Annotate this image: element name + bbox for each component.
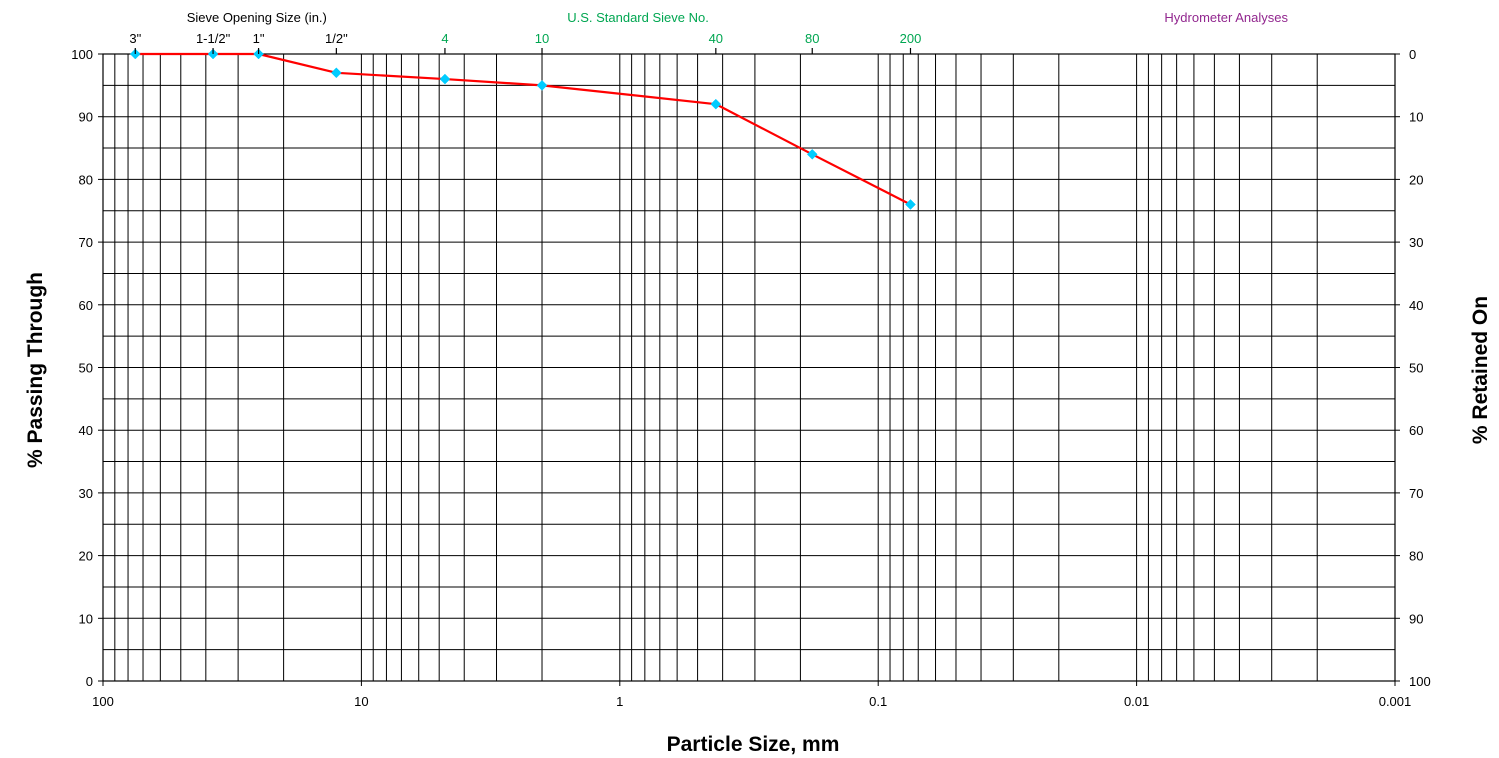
header-group-label: U.S. Standard Sieve No.: [567, 10, 709, 25]
y-axis-title: % Passing Through: [24, 272, 47, 468]
x-tick-label: 0.001: [1379, 694, 1412, 709]
y-tick-label: 60: [79, 298, 93, 313]
y-tick-label: 100: [71, 47, 93, 62]
y2-tick-label: 100: [1409, 674, 1431, 689]
y2-tick-label: 70: [1409, 486, 1423, 501]
y-tick-label: 40: [79, 423, 93, 438]
sieve-label: 4: [441, 31, 448, 46]
y-tick-label: 20: [79, 549, 93, 564]
sieve-label: 1/2": [325, 31, 348, 46]
sieve-label: 40: [709, 31, 723, 46]
grid-layer: [103, 53, 1396, 682]
data-point-marker: [536, 79, 548, 91]
data-point-marker: [439, 73, 451, 85]
y2-tick-label: 60: [1409, 423, 1423, 438]
x-tick-label: 0.01: [1124, 694, 1149, 709]
y2-tick-label: 20: [1409, 172, 1423, 187]
x-tick-label: 0.1: [869, 694, 887, 709]
y-tick-label: 0: [86, 674, 93, 689]
y2-tick-label: 80: [1409, 549, 1423, 564]
header-group-label: Sieve Opening Size (in.): [187, 10, 327, 25]
y2-tick-label: 90: [1409, 611, 1423, 626]
x-axis-title: Particle Size, mm: [667, 733, 840, 756]
sieve-label: 200: [900, 31, 922, 46]
y-tick-label: 10: [79, 611, 93, 626]
ticks-layer: 0 10 20 30 40 50 60 70 80 90 100 0 10 20 30 40 50 60 70 80 9…: [71, 47, 1430, 709]
y2-tick-label: 0: [1409, 47, 1416, 62]
y2-tick-label: 30: [1409, 235, 1423, 250]
sieve-label: 1-1/2": [196, 31, 231, 46]
y2-tick-label: 40: [1409, 298, 1423, 313]
y-tick-label: 70: [79, 235, 93, 250]
header-group-label: Hydrometer Analyses: [1164, 10, 1288, 25]
y-tick-label: 50: [79, 361, 93, 376]
series-layer: [129, 48, 916, 210]
data-point-marker: [806, 148, 818, 160]
x-tick-label: 10: [354, 694, 368, 709]
sieve-label: 80: [805, 31, 819, 46]
sieve-label: 10: [535, 31, 549, 46]
data-point-marker: [905, 199, 916, 210]
y2-tick-label: 10: [1409, 110, 1423, 125]
y2-tick-label: 50: [1409, 361, 1423, 376]
y-tick-label: 30: [79, 486, 93, 501]
x-tick-label: 1: [616, 694, 623, 709]
data-point-marker: [710, 98, 722, 110]
data-point-marker: [331, 67, 342, 79]
y2-axis-title: % Retained On: [1469, 296, 1492, 444]
labels-layer: Sieve Opening Size (in.) U.S. Standard Si…: [129, 10, 1288, 54]
series-line: [135, 52, 911, 206]
y-tick-label: 80: [79, 172, 93, 187]
y-tick-label: 90: [79, 110, 93, 125]
x-tick-label: 100: [92, 694, 114, 709]
sieve-label: 1": [253, 31, 265, 46]
sieve-label: 3": [129, 31, 141, 46]
